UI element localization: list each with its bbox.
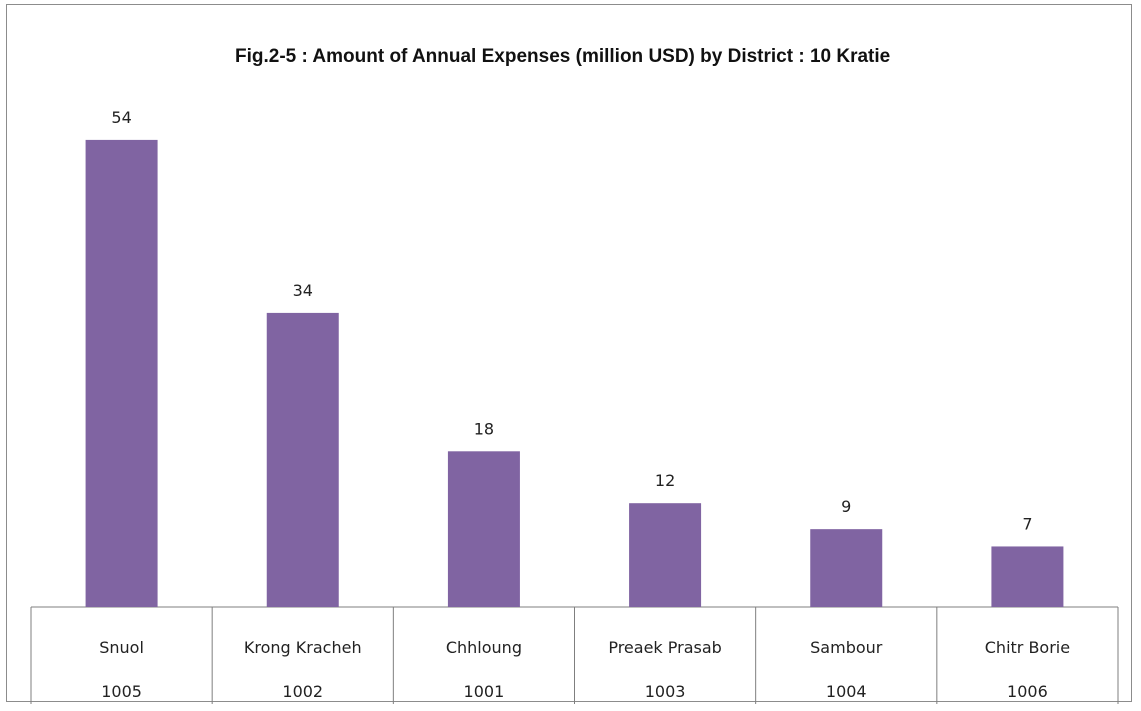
- category-code: 1005: [101, 682, 142, 701]
- bar: [448, 451, 520, 607]
- data-label: 7: [1022, 514, 1032, 533]
- bar: [810, 529, 882, 607]
- category-label: Sambour: [810, 638, 883, 657]
- data-label: 18: [474, 419, 494, 438]
- data-label: 54: [111, 108, 131, 127]
- category-code: 1002: [282, 682, 323, 701]
- bar: [991, 546, 1063, 607]
- category-label: Krong Kracheh: [244, 638, 362, 657]
- data-label: 9: [841, 497, 851, 516]
- bar: [267, 313, 339, 607]
- category-label: Preaek Prasab: [608, 638, 721, 657]
- category-code: 1001: [464, 682, 505, 701]
- category-label: Chhloung: [446, 638, 522, 657]
- category-label: Snuol: [99, 638, 144, 657]
- category-label: Chitr Borie: [985, 638, 1070, 657]
- data-label: 12: [655, 471, 675, 490]
- category-code: 1003: [645, 682, 686, 701]
- bar: [629, 503, 701, 607]
- bar: [86, 140, 158, 607]
- category-code: 1004: [826, 682, 867, 701]
- data-label: 34: [293, 281, 313, 300]
- category-code: 1006: [1007, 682, 1048, 701]
